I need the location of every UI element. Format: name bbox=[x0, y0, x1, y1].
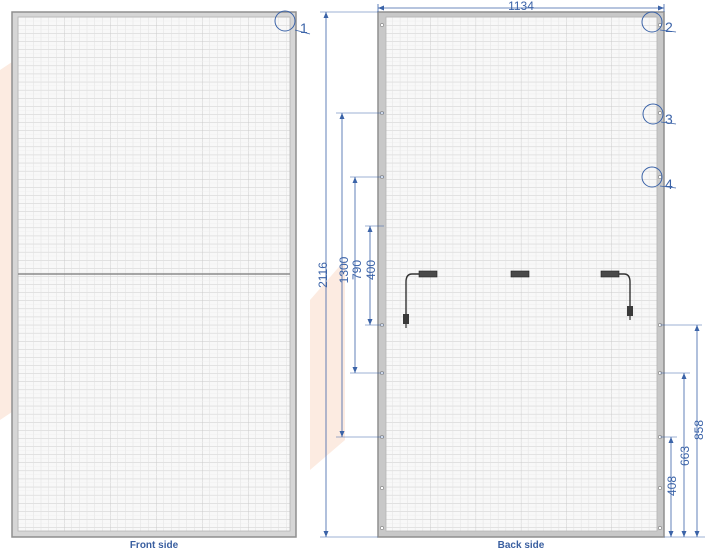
callout-label-2: 2 bbox=[665, 19, 673, 35]
callout-label-3: 3 bbox=[665, 111, 673, 127]
dimension-label-858: 858 bbox=[692, 420, 706, 440]
back-panel bbox=[377, 11, 665, 538]
callout-circle-3 bbox=[642, 103, 664, 125]
callout-leader-3 bbox=[660, 121, 677, 125]
dimension-width bbox=[377, 4, 665, 12]
callout-label-1: 1 bbox=[300, 20, 308, 36]
dimension-label-400: 400 bbox=[364, 260, 378, 280]
dimension-label-1300: 1300 bbox=[337, 256, 351, 283]
junction-box-right bbox=[600, 270, 633, 320]
callout-leader-1 bbox=[294, 29, 311, 35]
callout-leader-2 bbox=[659, 29, 677, 33]
callout-leader-4 bbox=[659, 185, 677, 189]
dimension-label-height: 2116 bbox=[316, 262, 330, 288]
callout-circle-2 bbox=[641, 11, 663, 33]
back-side-caption: Back side bbox=[498, 540, 545, 551]
junction-box-left bbox=[403, 270, 438, 328]
callout-label-4: 4 bbox=[665, 176, 673, 192]
callout-circle-4 bbox=[641, 166, 663, 188]
dimension-height bbox=[320, 11, 378, 538]
dimension-label-790: 790 bbox=[350, 260, 364, 280]
front-panel bbox=[11, 11, 297, 538]
dimension-label-663: 663 bbox=[678, 446, 692, 466]
dimension-label-408: 408 bbox=[665, 476, 679, 496]
dimension-858 bbox=[660, 324, 702, 537]
dimension-400 bbox=[365, 225, 384, 326]
front-side-caption: Front side bbox=[130, 540, 179, 551]
callout-circle-1 bbox=[274, 10, 296, 32]
junction-box-center bbox=[510, 270, 530, 278]
dimension-790 bbox=[350, 176, 384, 374]
dimension-1300 bbox=[336, 112, 384, 438]
dimension-label-width: 1134 bbox=[508, 0, 534, 13]
dimension-663 bbox=[660, 372, 690, 537]
dimension-408 bbox=[660, 436, 677, 537]
